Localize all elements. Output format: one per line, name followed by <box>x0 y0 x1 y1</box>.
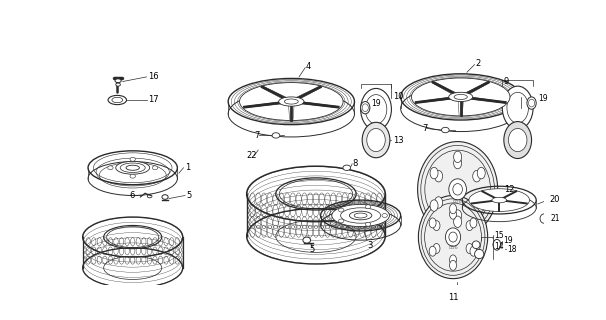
Ellipse shape <box>450 260 456 270</box>
Ellipse shape <box>418 141 498 237</box>
Ellipse shape <box>445 228 461 246</box>
Ellipse shape <box>367 129 385 152</box>
Ellipse shape <box>433 220 440 231</box>
Ellipse shape <box>454 157 462 169</box>
Text: B56: B56 <box>448 245 458 250</box>
Text: 4: 4 <box>306 62 311 71</box>
Ellipse shape <box>108 95 127 105</box>
Ellipse shape <box>108 166 113 170</box>
Text: 13: 13 <box>393 136 404 145</box>
Ellipse shape <box>355 213 367 218</box>
Ellipse shape <box>502 86 533 129</box>
Ellipse shape <box>430 200 438 211</box>
Ellipse shape <box>474 249 484 259</box>
Ellipse shape <box>472 241 480 249</box>
Text: 8: 8 <box>352 159 358 168</box>
Ellipse shape <box>527 97 536 109</box>
Ellipse shape <box>130 174 135 178</box>
Ellipse shape <box>470 218 477 228</box>
Ellipse shape <box>493 239 501 250</box>
Ellipse shape <box>365 222 371 226</box>
Ellipse shape <box>454 210 462 221</box>
Ellipse shape <box>239 83 343 121</box>
Ellipse shape <box>433 244 440 253</box>
Ellipse shape <box>466 244 473 253</box>
Ellipse shape <box>429 218 436 228</box>
Ellipse shape <box>435 171 442 182</box>
Text: 12: 12 <box>504 185 514 194</box>
Text: 5: 5 <box>187 191 192 200</box>
Text: 14: 14 <box>494 242 504 251</box>
Text: 19: 19 <box>538 94 547 103</box>
Text: 20: 20 <box>549 195 560 204</box>
Text: 2: 2 <box>475 59 481 68</box>
Text: 17: 17 <box>148 95 159 105</box>
Ellipse shape <box>442 127 449 133</box>
Text: 19: 19 <box>371 99 381 108</box>
Text: 7: 7 <box>255 131 260 140</box>
Text: 21: 21 <box>550 214 559 223</box>
Ellipse shape <box>429 246 436 256</box>
Ellipse shape <box>339 219 344 223</box>
Ellipse shape <box>508 129 527 152</box>
Ellipse shape <box>162 195 168 199</box>
Ellipse shape <box>272 133 280 138</box>
Ellipse shape <box>411 78 510 116</box>
Text: B56: B56 <box>453 199 462 204</box>
Ellipse shape <box>449 179 467 200</box>
Ellipse shape <box>435 197 442 208</box>
Ellipse shape <box>365 205 371 209</box>
Ellipse shape <box>450 255 456 265</box>
Ellipse shape <box>466 220 473 231</box>
Ellipse shape <box>473 171 481 182</box>
Ellipse shape <box>504 122 531 158</box>
Ellipse shape <box>361 88 391 130</box>
Text: 22: 22 <box>247 151 257 160</box>
Text: 15: 15 <box>494 231 504 240</box>
Text: 10: 10 <box>393 92 404 101</box>
Ellipse shape <box>361 101 370 114</box>
Ellipse shape <box>454 151 462 163</box>
Ellipse shape <box>339 208 344 212</box>
Text: 19: 19 <box>503 236 513 245</box>
Ellipse shape <box>477 167 485 179</box>
Ellipse shape <box>470 246 477 256</box>
Ellipse shape <box>362 122 390 158</box>
Text: 1: 1 <box>185 163 190 172</box>
Ellipse shape <box>115 79 121 83</box>
Ellipse shape <box>126 165 139 170</box>
Text: 18: 18 <box>507 245 516 254</box>
Ellipse shape <box>343 165 351 171</box>
Text: 16: 16 <box>148 72 159 81</box>
Ellipse shape <box>469 189 530 212</box>
Text: 5: 5 <box>310 245 315 254</box>
Ellipse shape <box>430 167 438 179</box>
Ellipse shape <box>450 204 456 214</box>
Ellipse shape <box>448 92 473 101</box>
Ellipse shape <box>116 161 150 174</box>
Text: 7: 7 <box>422 124 428 133</box>
Ellipse shape <box>303 237 311 243</box>
Ellipse shape <box>152 166 158 170</box>
Ellipse shape <box>418 196 488 279</box>
Text: 9: 9 <box>504 77 509 86</box>
Ellipse shape <box>332 204 390 227</box>
Ellipse shape <box>450 209 456 219</box>
Ellipse shape <box>454 216 462 228</box>
Text: 3: 3 <box>368 241 373 250</box>
Text: 11: 11 <box>448 292 458 301</box>
Ellipse shape <box>477 200 485 211</box>
Ellipse shape <box>540 214 548 223</box>
Ellipse shape <box>382 213 387 217</box>
Text: 6: 6 <box>130 191 135 200</box>
Ellipse shape <box>279 97 304 106</box>
Ellipse shape <box>116 83 121 86</box>
Ellipse shape <box>492 197 507 203</box>
Ellipse shape <box>130 157 135 161</box>
Ellipse shape <box>473 197 481 208</box>
